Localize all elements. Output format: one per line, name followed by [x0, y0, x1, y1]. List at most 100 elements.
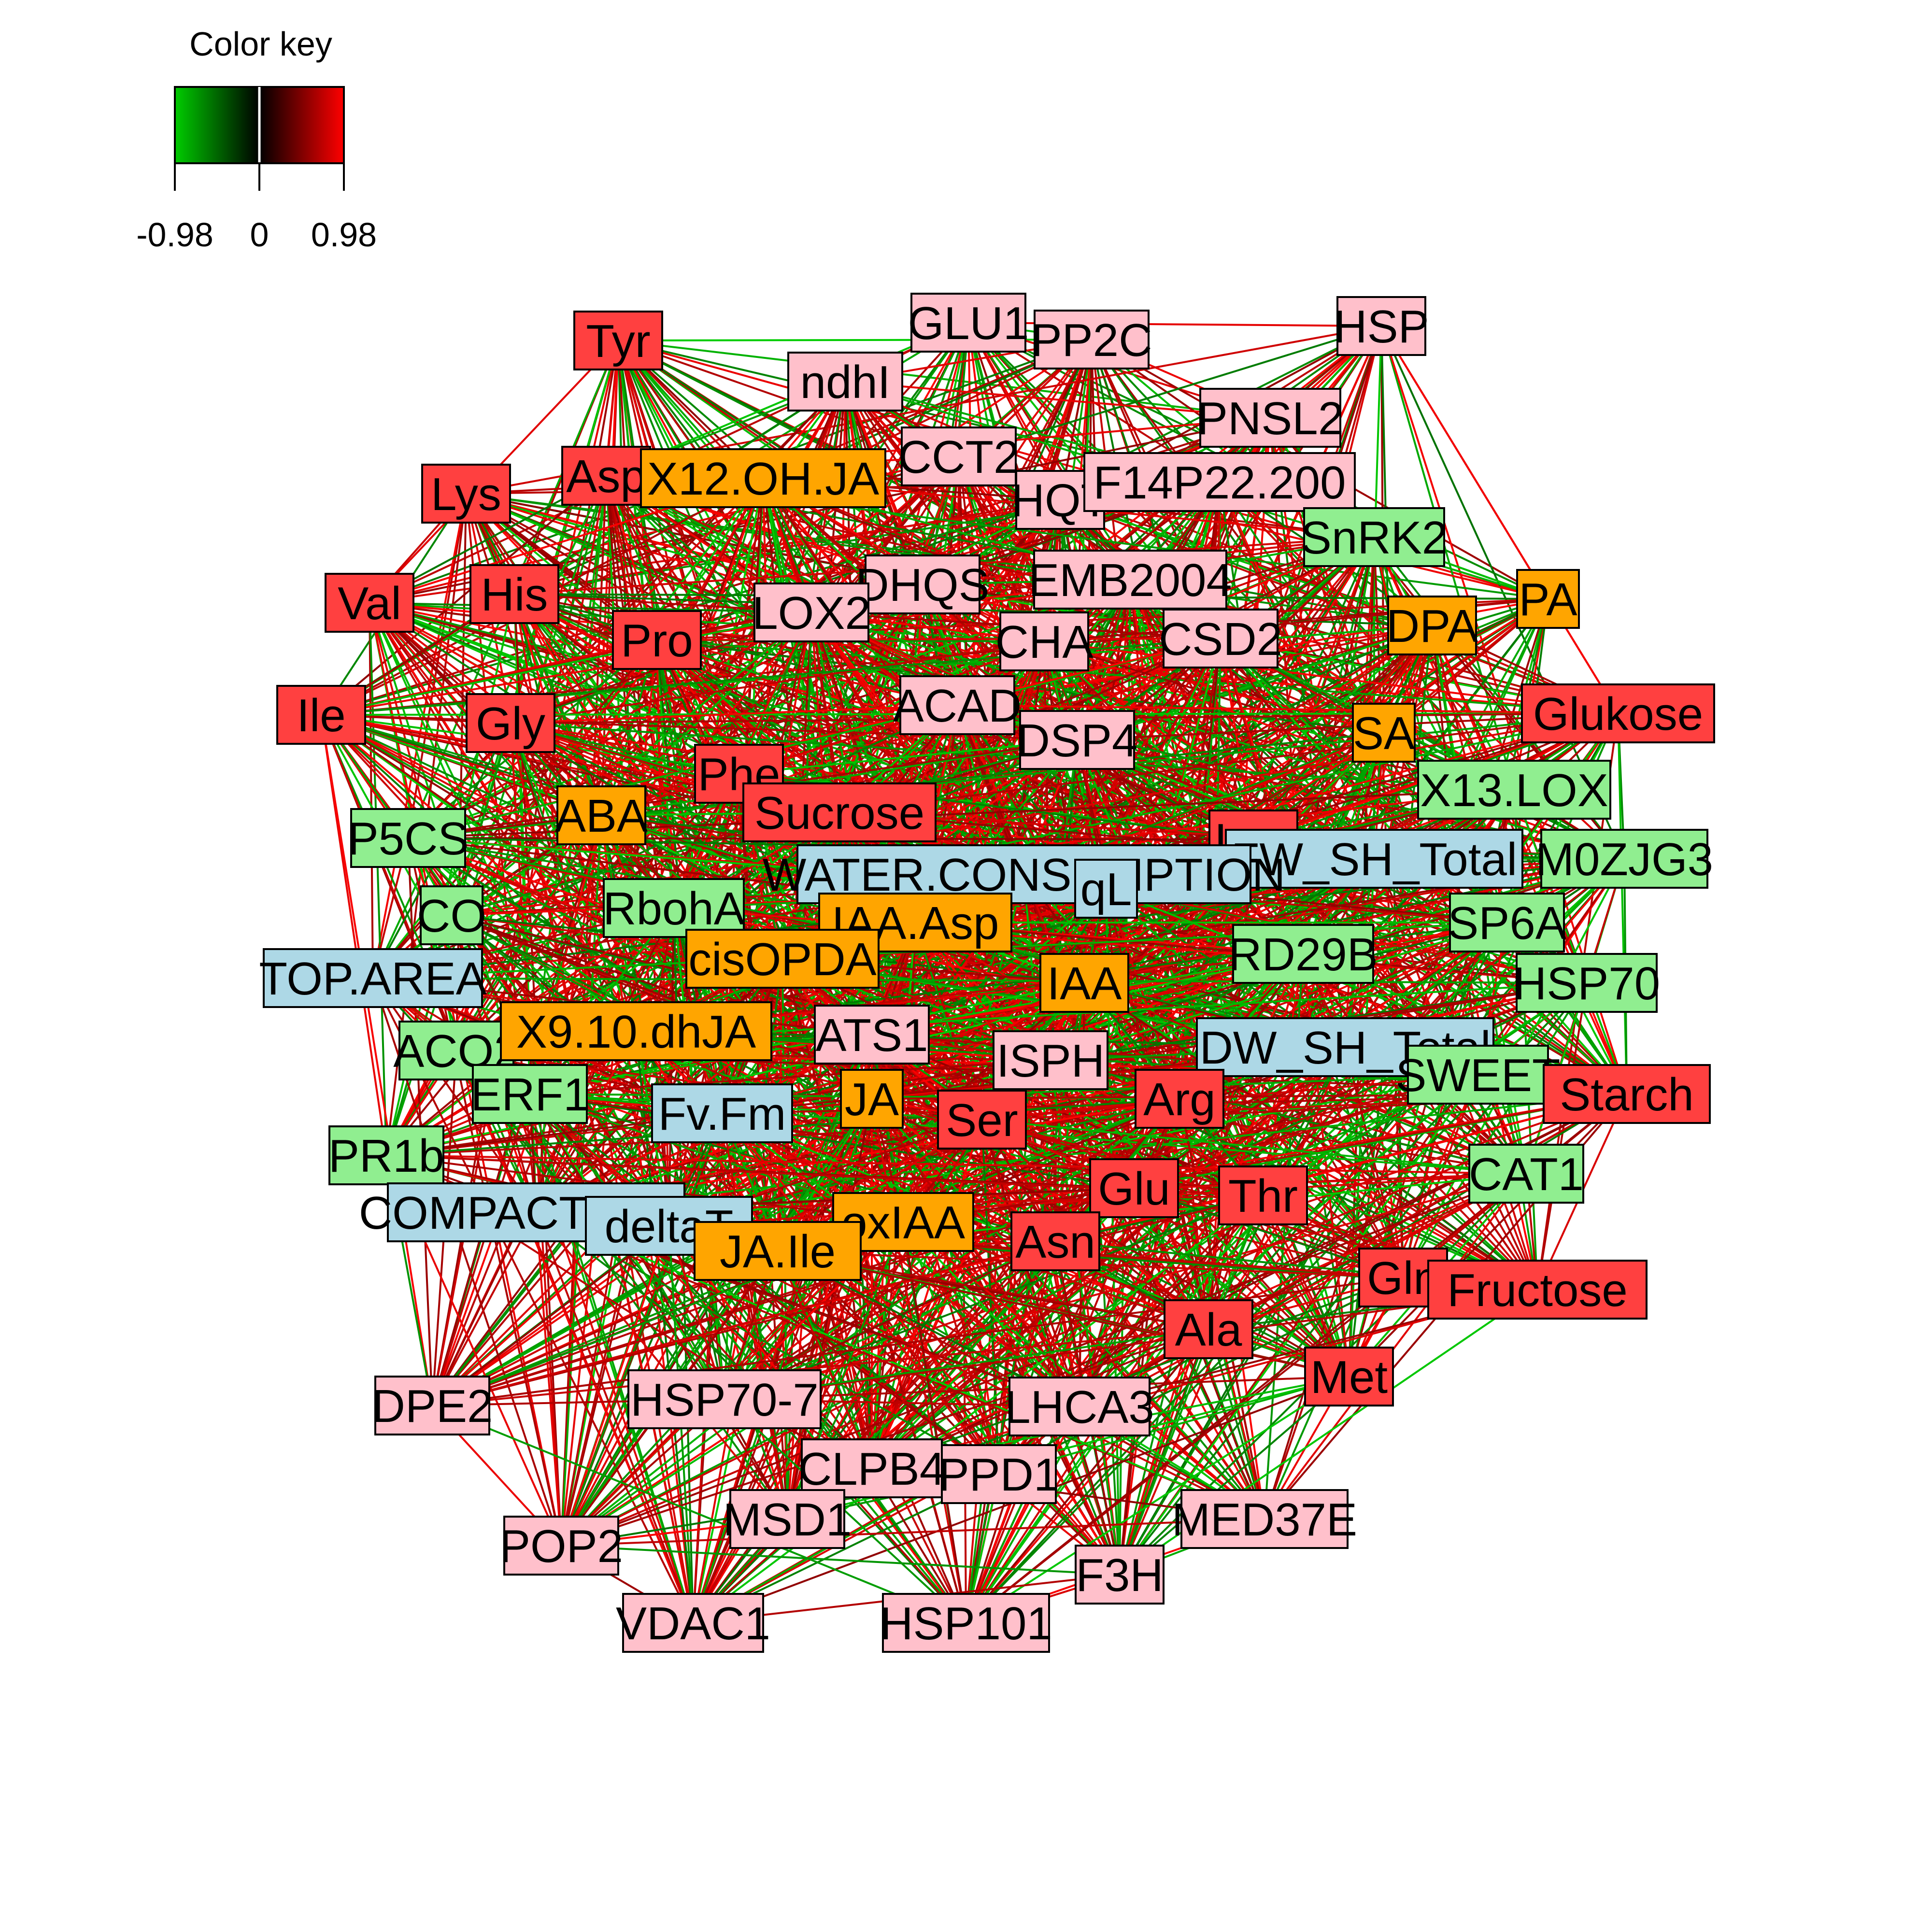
color-key-tick-label: -0.98 — [136, 216, 213, 254]
network-edge — [320, 475, 607, 716]
node-label: SnRK2 — [1301, 512, 1448, 564]
color-key-tick-label: 0.98 — [311, 216, 377, 254]
network-edge — [957, 704, 1619, 714]
network-edge — [510, 704, 958, 724]
node-box — [328, 1125, 444, 1185]
node-tyr: Tyr — [573, 311, 663, 370]
node-ser: Ser — [937, 1090, 1027, 1150]
network-edge — [902, 1222, 967, 1623]
network-edge — [321, 611, 812, 716]
node-box — [818, 893, 1012, 952]
node-label: ATS1 — [816, 1009, 928, 1061]
node-pa: PA — [1516, 569, 1580, 629]
node-label: oxIAA — [841, 1197, 965, 1249]
network-edge — [432, 1405, 966, 1624]
network-edge — [431, 1212, 537, 1406]
network-edge — [1536, 982, 1588, 1290]
node-hsp101: HSP101 — [880, 1593, 1052, 1653]
network-edge — [536, 1211, 1265, 1520]
node-cct2: CCT2 — [898, 426, 1019, 486]
node-box — [622, 1593, 764, 1653]
node-hsp70: HSP70 — [1513, 953, 1660, 1013]
network-edge — [560, 1119, 983, 1547]
network-edge — [561, 1328, 1209, 1547]
node-label: DPE2 — [372, 1380, 493, 1432]
network-edge — [777, 1250, 873, 1469]
node-sweet: SWEET — [1395, 1045, 1561, 1105]
node-fwsh: FW_SH_Total — [1225, 829, 1523, 889]
node-box — [1540, 829, 1708, 889]
network-edge — [432, 1194, 1264, 1406]
node-label: HSP — [1334, 301, 1429, 353]
node-hsp: HSP — [1334, 296, 1429, 356]
network-edge — [560, 1098, 1180, 1547]
node-box — [503, 1516, 619, 1576]
network-edge — [839, 712, 1619, 813]
network-edge — [432, 1240, 1056, 1406]
network-edge — [536, 1211, 999, 1475]
network-edge — [431, 908, 675, 1406]
node-box — [1407, 1045, 1549, 1105]
network-edge — [529, 982, 1085, 1095]
node-cha: CHA — [995, 611, 1093, 671]
node-label: X12.OH.JA — [647, 453, 879, 505]
network-edge — [965, 1328, 1209, 1624]
node-label: Asp — [566, 451, 646, 502]
node-layer: Tyr GLU1 PP2C HSPndhIPNSL2CCT2HQTF14P22.200… — [259, 293, 1715, 1653]
node-arg: Arg — [1135, 1069, 1224, 1129]
network-edge — [965, 1376, 1350, 1624]
node-fvfm: Fv.Fm — [651, 1083, 793, 1143]
network-edge — [656, 639, 1025, 875]
node-box — [472, 1064, 588, 1124]
node-box — [1010, 1211, 1100, 1271]
node-box — [1218, 1165, 1308, 1225]
node-box — [1352, 703, 1416, 763]
node-box — [263, 948, 483, 1008]
node-box — [1303, 507, 1445, 567]
node-label: Pro — [621, 615, 693, 667]
node-label: qL — [1080, 864, 1132, 915]
network-edge — [1119, 1074, 1479, 1576]
network-edge — [369, 602, 374, 979]
node-ala: Ala — [1164, 1299, 1253, 1359]
node-snrk2: SnRK2 — [1301, 507, 1448, 567]
node-box — [420, 885, 483, 945]
node-box — [882, 1593, 1050, 1653]
network-edge — [902, 858, 1375, 1223]
node-label: Arg — [1143, 1074, 1215, 1125]
network-edge — [320, 714, 433, 1406]
network-edge — [1105, 888, 1180, 1099]
node-box — [1521, 683, 1715, 743]
node-dsp4: DSP4 — [1017, 710, 1137, 770]
node-box — [941, 1444, 1057, 1504]
node-label: Asn — [1015, 1216, 1095, 1268]
network-edge — [998, 1376, 1350, 1475]
network-edge — [1513, 789, 1628, 1094]
node-box — [814, 1005, 930, 1065]
node-label: F3H — [1076, 1549, 1163, 1601]
node-label: ISPH — [996, 1035, 1105, 1087]
network-edge — [981, 1119, 1527, 1175]
network-edge — [1044, 640, 1384, 734]
node-label: Fructose — [1447, 1264, 1627, 1316]
node-box — [556, 785, 646, 845]
node-box — [1516, 953, 1658, 1013]
node-label: IAA — [1047, 958, 1122, 1009]
node-his: His — [469, 564, 559, 624]
node-label: F14P22.200 — [1093, 457, 1346, 509]
node-box — [1304, 1347, 1394, 1406]
node-box — [1232, 924, 1374, 984]
node-box — [421, 464, 511, 524]
color-key: Color key -0.98 0 0.98 — [136, 25, 377, 254]
node-box — [801, 1438, 943, 1498]
node-box — [1387, 596, 1477, 655]
node-lhca3: LHCA3 — [1005, 1377, 1154, 1436]
node-label: VDAC1 — [616, 1598, 770, 1649]
node-p5cs: P5CS — [348, 808, 469, 868]
node-thr: Thr — [1218, 1165, 1308, 1225]
node-label: LOX2 — [752, 587, 870, 639]
node-glu1: GLU1 — [908, 293, 1029, 353]
node-label: DHQS — [855, 559, 989, 611]
node-box — [500, 1001, 772, 1061]
